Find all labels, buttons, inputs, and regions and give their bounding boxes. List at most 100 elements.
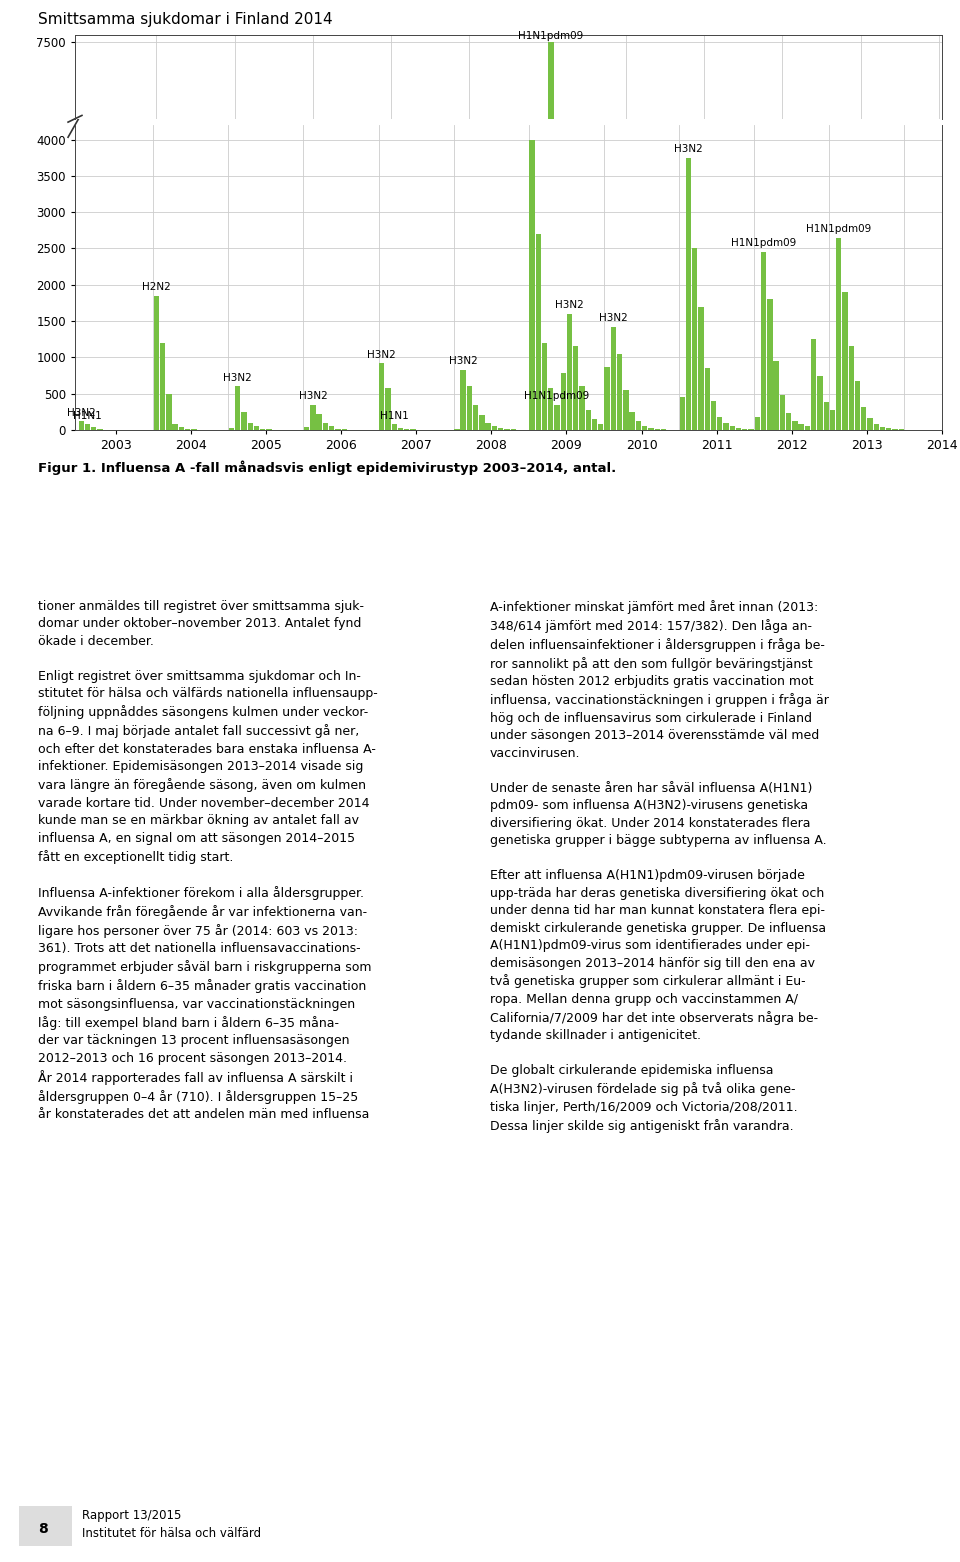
Bar <box>617 353 622 430</box>
Text: H1N1pdm09: H1N1pdm09 <box>524 390 589 401</box>
Bar <box>880 426 885 430</box>
Bar <box>592 419 597 430</box>
Bar <box>329 426 334 430</box>
Bar <box>586 409 591 430</box>
Bar <box>323 423 328 430</box>
Bar <box>605 367 610 430</box>
Bar <box>91 426 96 430</box>
Bar <box>767 300 773 430</box>
Bar <box>473 405 478 430</box>
Bar <box>842 292 848 430</box>
Bar <box>160 344 165 430</box>
Bar <box>724 423 729 430</box>
Text: A-infektioner minskat jämfört med året innan (2013:
348/614 jämfört med 2014: 15: A-infektioner minskat jämfört med året i… <box>490 600 828 1132</box>
Bar <box>811 339 816 430</box>
Bar <box>836 237 841 430</box>
Bar <box>397 428 403 430</box>
Text: H1N1pdm09: H1N1pdm09 <box>731 239 796 248</box>
Bar <box>736 428 741 430</box>
Bar <box>154 295 159 430</box>
Bar <box>861 406 867 430</box>
Bar <box>84 425 90 430</box>
Text: H1N1: H1N1 <box>380 411 409 420</box>
Text: Figur 1. Influensa A -fall månadsvis enligt epidemivirustyp 2003–2014, antal.: Figur 1. Influensa A -fall månadsvis enl… <box>38 459 616 475</box>
Bar <box>710 401 716 430</box>
Text: Rapport 13/2015
Institutet för hälsa och välfärd: Rapport 13/2015 Institutet för hälsa och… <box>82 1509 261 1540</box>
Text: H2N2: H2N2 <box>142 283 171 292</box>
Text: H3N2: H3N2 <box>555 300 584 311</box>
Bar <box>829 409 835 430</box>
Bar <box>642 425 647 430</box>
Bar <box>554 405 560 430</box>
Bar <box>317 414 322 430</box>
Bar <box>179 426 184 430</box>
Bar <box>548 387 553 430</box>
Bar <box>730 426 735 430</box>
Bar <box>786 412 791 430</box>
Bar <box>761 251 766 430</box>
Bar <box>253 426 259 430</box>
Bar <box>479 415 485 430</box>
Bar <box>467 386 472 430</box>
Text: H1N1: H1N1 <box>73 411 102 420</box>
Bar <box>241 412 247 430</box>
Bar <box>636 422 641 430</box>
Text: 8: 8 <box>38 1521 48 1535</box>
Text: H3N2: H3N2 <box>368 350 396 359</box>
Bar <box>573 347 579 430</box>
Bar <box>541 344 547 430</box>
Bar <box>461 370 466 430</box>
Bar <box>598 425 604 430</box>
Bar <box>849 347 853 430</box>
Bar <box>166 394 172 430</box>
Text: H1N1pdm09: H1N1pdm09 <box>806 223 872 234</box>
Bar <box>173 425 178 430</box>
Bar <box>867 419 873 430</box>
Bar <box>498 428 503 430</box>
Bar <box>698 306 704 430</box>
Bar <box>692 248 697 430</box>
Bar <box>492 426 497 430</box>
Bar <box>580 386 585 430</box>
Bar <box>19 1506 72 1546</box>
Bar <box>854 381 860 430</box>
Bar <box>804 426 810 430</box>
Text: tioner anmäldes till registret över smittsamma sjuk-
domar under oktober–novembe: tioner anmäldes till registret över smit… <box>38 600 378 1122</box>
Bar <box>792 420 798 430</box>
Text: H3N2: H3N2 <box>67 408 96 417</box>
Bar <box>379 364 384 430</box>
Text: H3N2: H3N2 <box>448 356 477 366</box>
Text: Smittsamma sjukdomar i Finland 2014: Smittsamma sjukdomar i Finland 2014 <box>38 12 333 27</box>
Bar <box>824 403 828 430</box>
Text: H3N2: H3N2 <box>599 314 628 323</box>
Text: H1N1pdm09: H1N1pdm09 <box>518 31 584 41</box>
Bar <box>561 373 566 430</box>
Bar <box>705 369 709 430</box>
Bar <box>648 428 654 430</box>
Bar <box>799 425 804 430</box>
Bar <box>392 425 396 430</box>
Bar <box>248 423 252 430</box>
Bar <box>874 425 879 430</box>
Text: H3N2: H3N2 <box>674 144 703 155</box>
Text: H3N2: H3N2 <box>224 373 252 383</box>
Bar <box>623 390 629 430</box>
Bar <box>486 423 491 430</box>
Bar <box>611 326 616 430</box>
Bar <box>228 428 234 430</box>
Bar <box>886 428 892 430</box>
Bar <box>235 386 240 430</box>
Bar <box>529 139 535 430</box>
Bar <box>755 417 760 430</box>
Bar <box>304 426 309 430</box>
Bar <box>680 397 684 430</box>
Bar <box>774 361 779 430</box>
Bar <box>566 314 572 430</box>
Bar <box>717 417 723 430</box>
Bar <box>685 158 691 430</box>
Bar <box>630 412 635 430</box>
Bar <box>79 422 84 430</box>
Bar <box>780 395 785 430</box>
Bar <box>536 234 540 430</box>
Bar <box>548 42 554 206</box>
